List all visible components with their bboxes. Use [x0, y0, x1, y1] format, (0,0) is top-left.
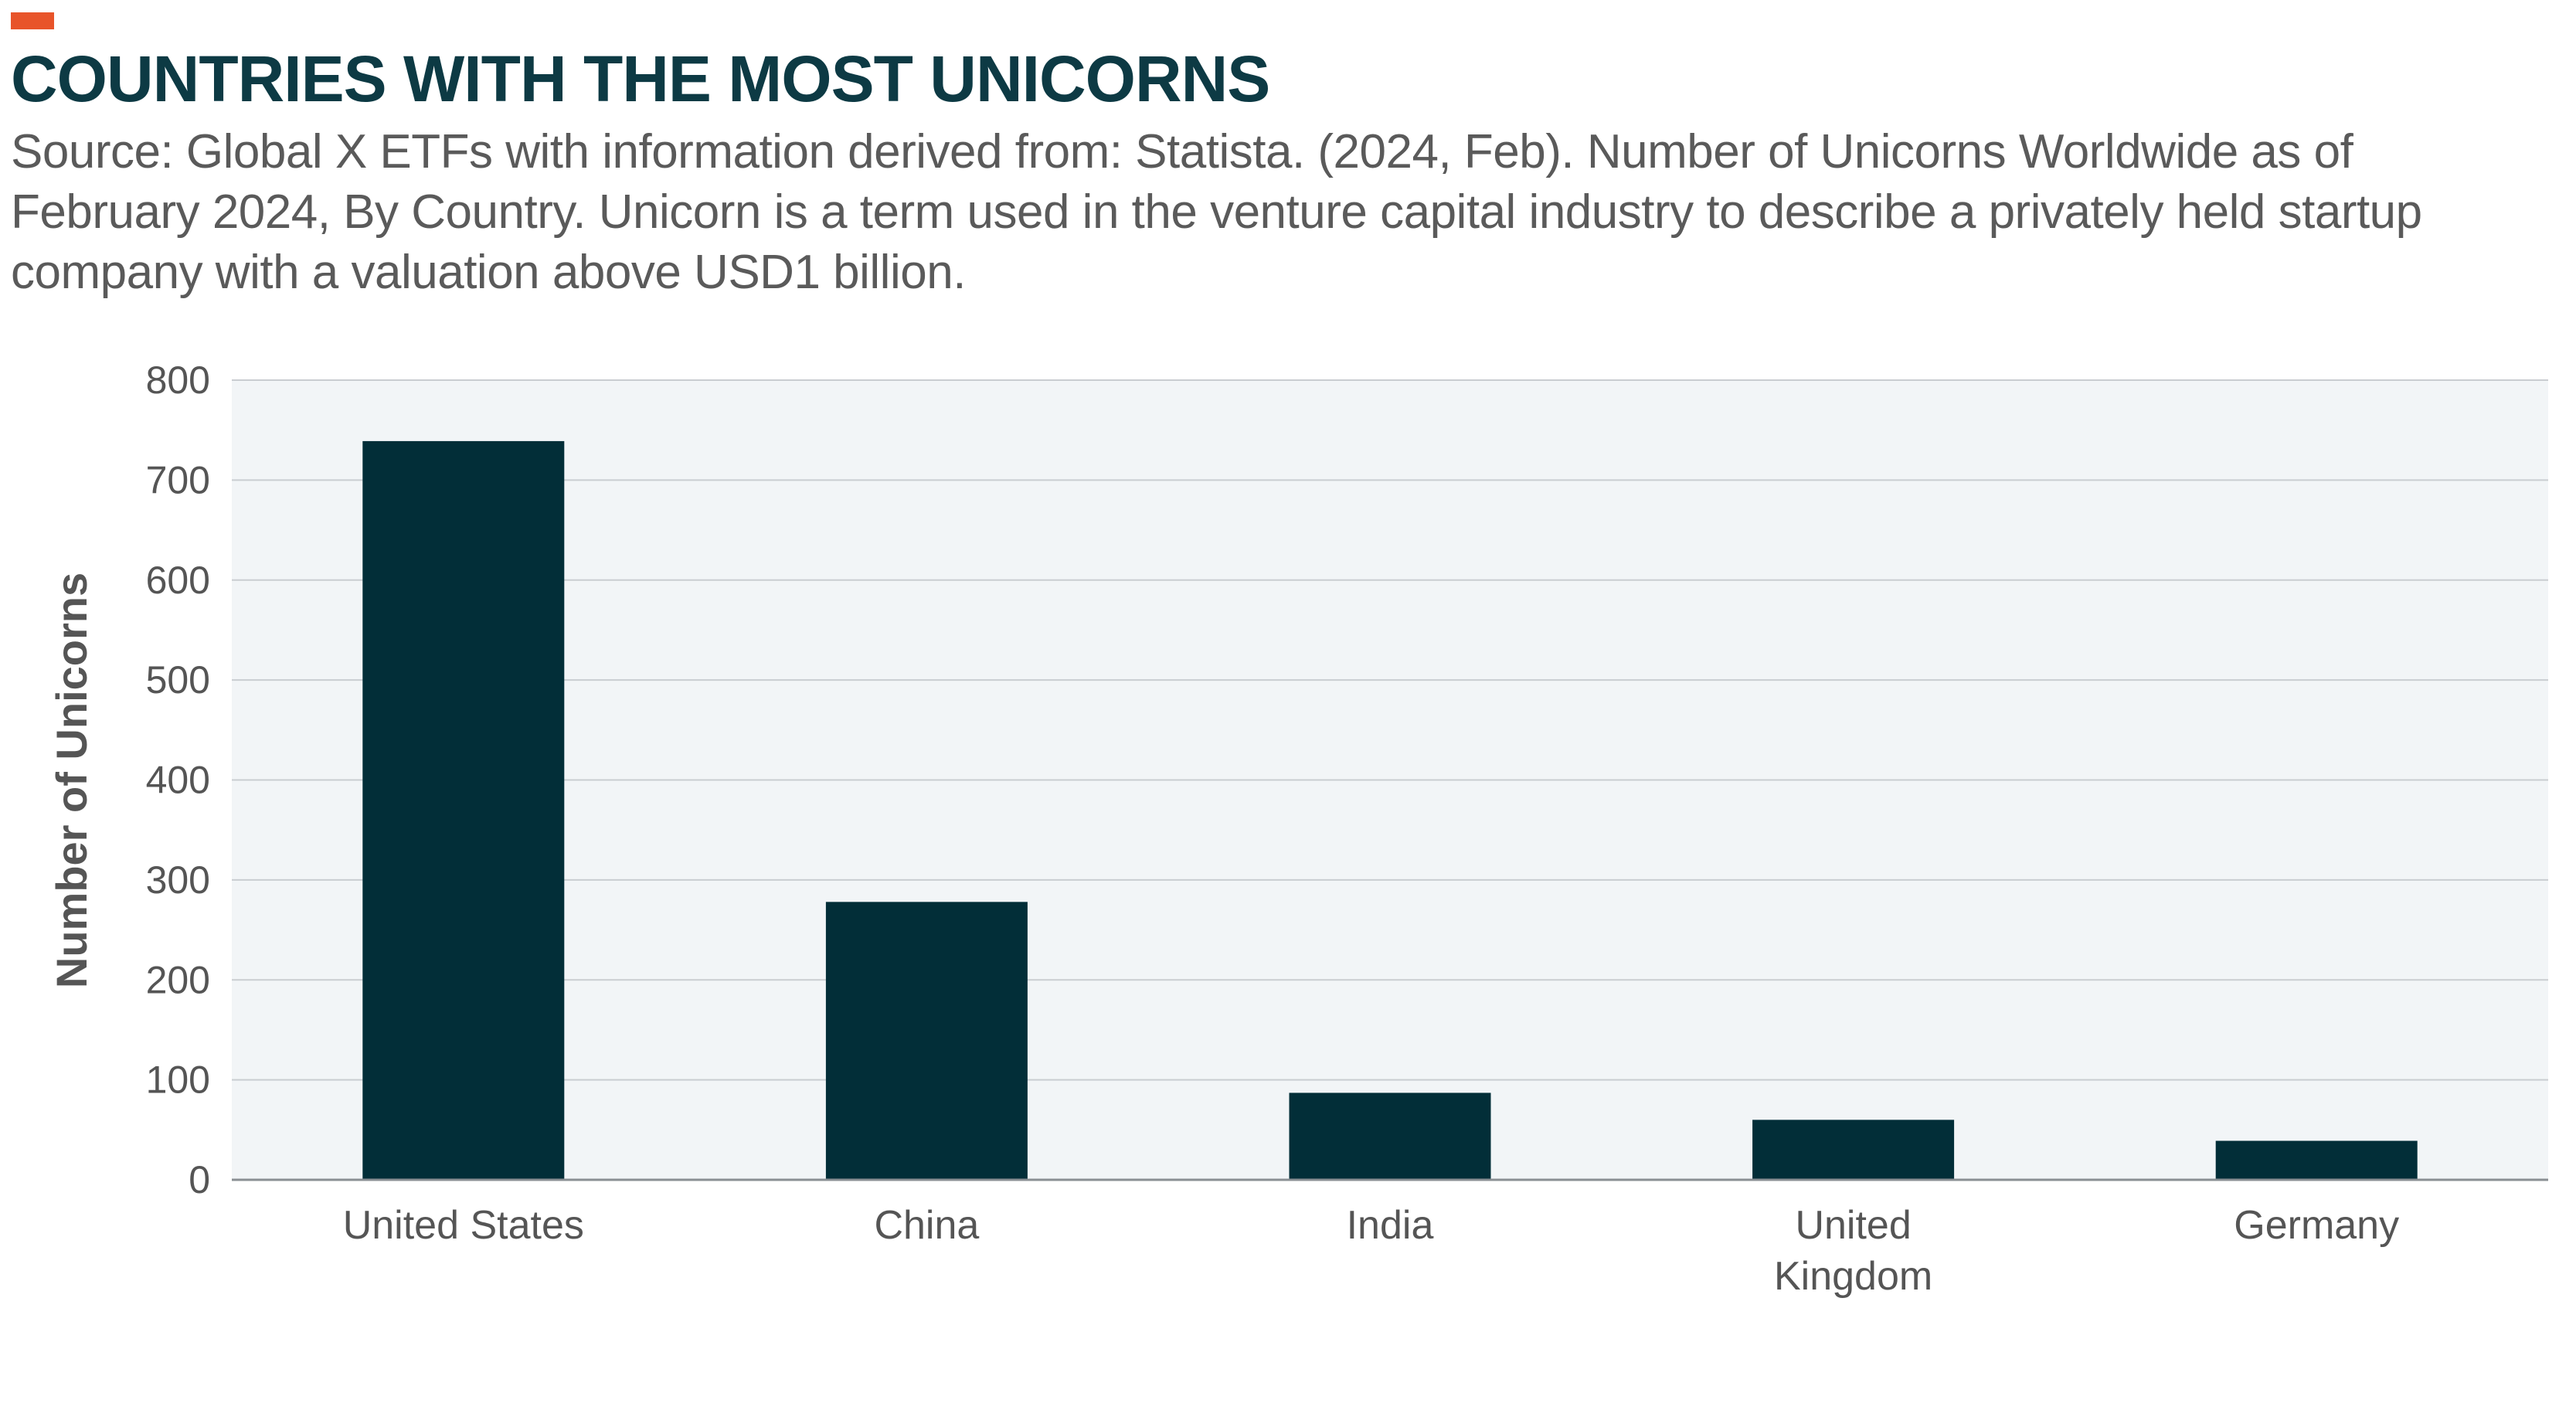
bars — [362, 440, 2418, 1180]
chart-title: COUNTRIES WITH THE MOST UNICORNS — [11, 42, 1270, 115]
chart-subtitle: Source: Global X ETFs with information d… — [11, 125, 2422, 299]
y-axis-title: Number of Unicorns — [47, 573, 96, 988]
x-category-label: India — [1347, 1203, 1434, 1248]
x-category-label: United States — [343, 1203, 584, 1248]
bar — [2215, 1140, 2418, 1180]
y-tick-label: 0 — [189, 1158, 210, 1201]
y-tick-label: 400 — [146, 759, 210, 802]
y-tick-labels: 0 100 200 300 400 500 600 700 800 — [146, 358, 210, 1201]
bar — [1289, 1092, 1491, 1180]
y-tick-label: 800 — [146, 358, 210, 402]
y-tick-label: 300 — [146, 858, 210, 902]
y-tick-label: 700 — [146, 458, 210, 501]
y-tick-label: 500 — [146, 658, 210, 702]
bar — [362, 440, 565, 1180]
x-category-label: United Kingdom — [1774, 1203, 1932, 1299]
gridlines — [232, 379, 2548, 1081]
y-tick-label: 600 — [146, 559, 210, 602]
accent-bar — [11, 12, 54, 29]
y-tick-label: 100 — [146, 1059, 210, 1102]
bar — [1752, 1120, 1955, 1180]
x-category-label: China — [874, 1203, 979, 1248]
category-labels: United States China India United Kingdom Germ… — [343, 1203, 2399, 1299]
x-category-label: Germany — [2234, 1203, 2399, 1248]
bar — [825, 902, 1028, 1180]
y-tick-label: 200 — [146, 958, 210, 1001]
